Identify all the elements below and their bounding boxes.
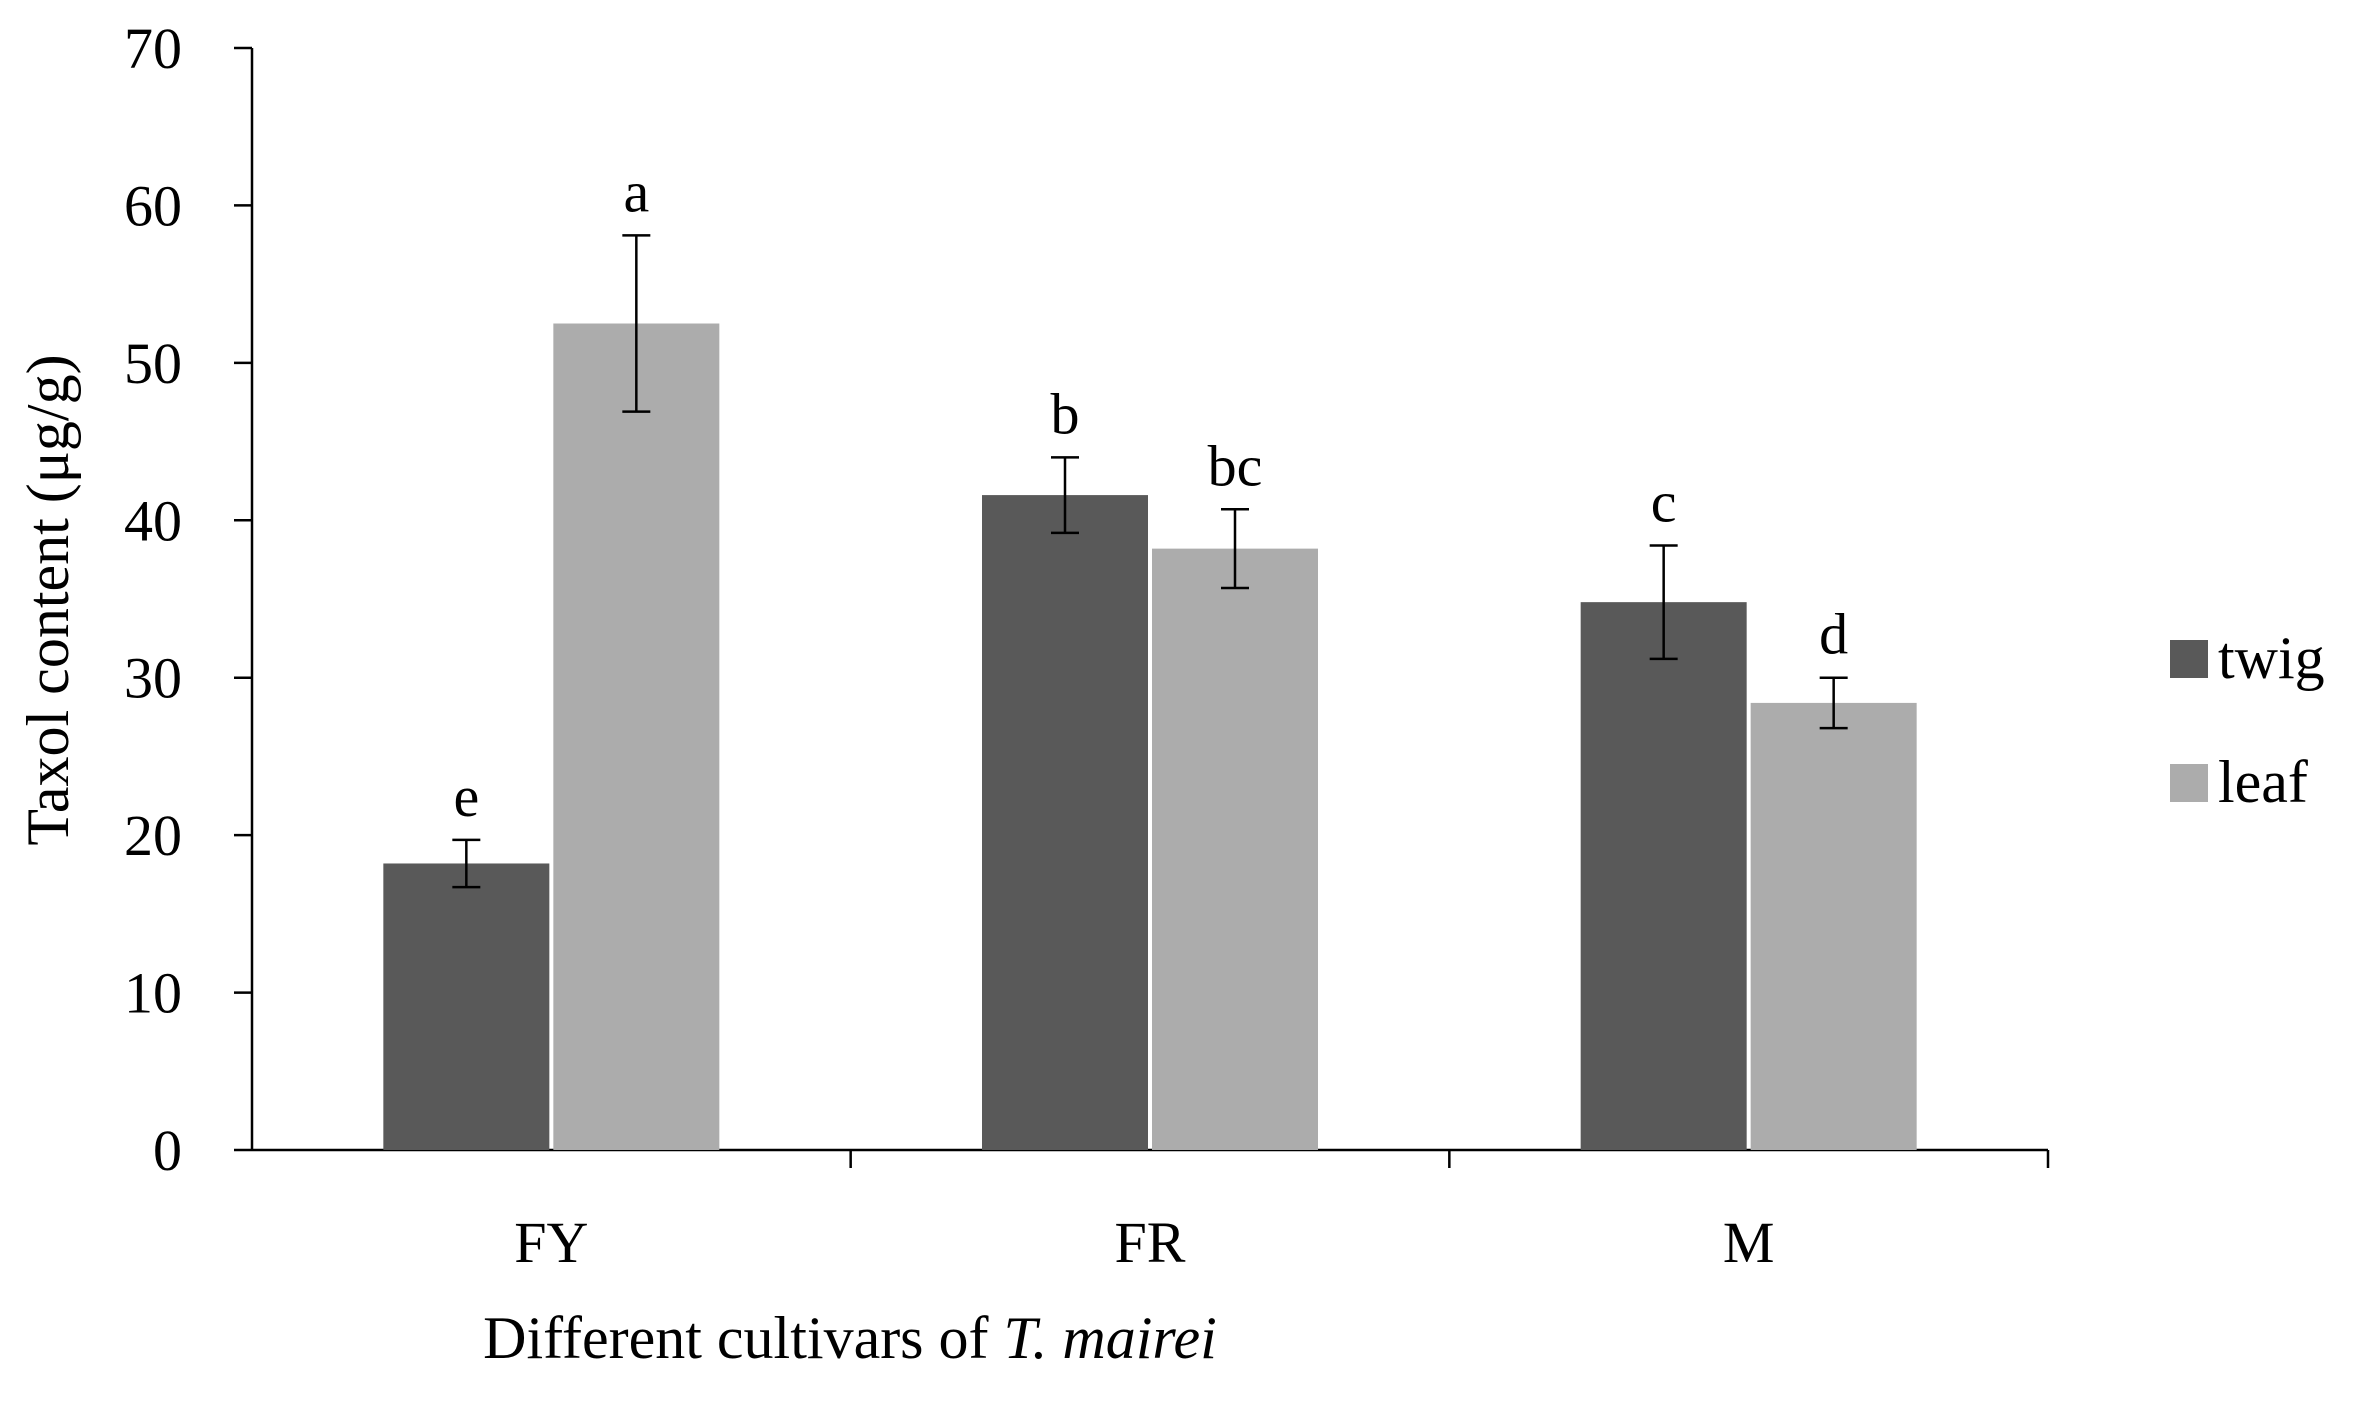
y-tick-label: 10 [124, 961, 182, 1026]
y-tick-label: 30 [124, 646, 182, 711]
x-axis-title: Different cultivars of T. mairei [483, 1305, 1217, 1371]
y-tick-label: 20 [124, 803, 182, 868]
legend-label-leaf: leaf [2218, 749, 2308, 815]
y-tick-label: 0 [153, 1118, 182, 1183]
y-tick-label: 40 [124, 488, 182, 553]
bar-leaf [1152, 548, 1318, 1150]
bar-twig [383, 863, 550, 1150]
y-axis-title: Taxol content (μg/g) [15, 354, 81, 845]
x-axis-title-italic: T. mairei [1004, 1305, 1217, 1371]
legend-label-twig: twig [2218, 625, 2325, 691]
y-tick-label: 70 [124, 16, 182, 81]
y-tick-label: 60 [124, 173, 182, 238]
legend-swatch-leaf [2170, 764, 2208, 802]
x-tick-label: FY [514, 1210, 588, 1275]
legend-swatch-twig [2170, 640, 2208, 678]
legend: twig leaf [2170, 625, 2325, 815]
significance-letter: b [1051, 381, 1080, 446]
bar-leaf [553, 323, 720, 1150]
chart-axes: 0 10 20 30 40 50 60 70 FY FR M [124, 16, 2050, 1275]
significance-letter: bc [1208, 433, 1263, 498]
bar-leaf [1750, 702, 1917, 1150]
bar-twig [1580, 602, 1747, 1150]
significance-letter: e [453, 764, 479, 829]
x-axis-title-text: Different cultivars of [483, 1305, 1003, 1371]
chart-bars [383, 323, 1917, 1150]
y-tick-label: 50 [124, 331, 182, 396]
significance-letter: a [623, 159, 649, 224]
bar-twig [982, 495, 1148, 1150]
significance-letter: d [1819, 602, 1848, 667]
x-tick-label: M [1723, 1210, 1775, 1275]
significance-letter: c [1651, 469, 1677, 534]
error-bars [452, 234, 1848, 889]
x-tick-label: FR [1115, 1210, 1186, 1275]
